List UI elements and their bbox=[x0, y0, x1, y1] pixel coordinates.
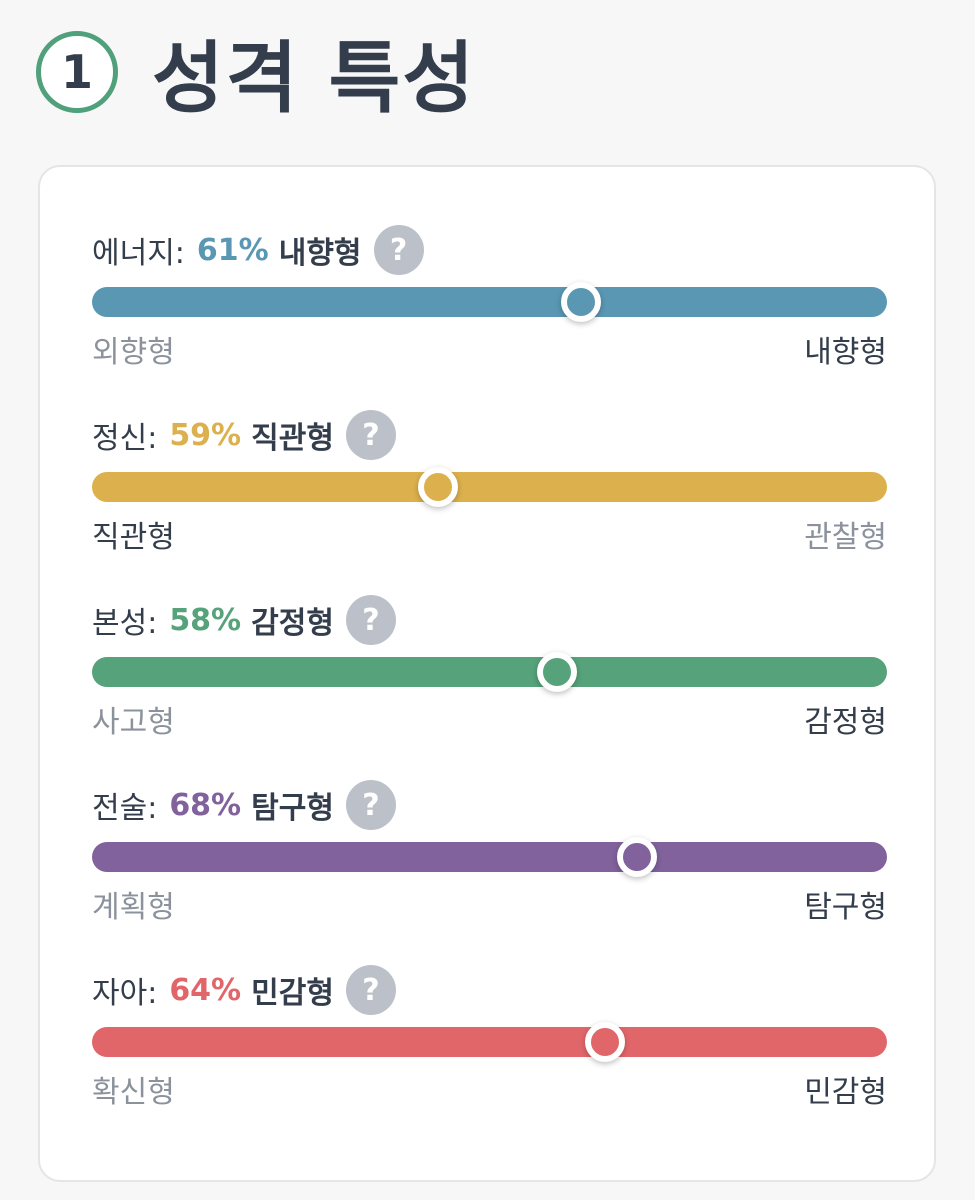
trait-mind: 정신: 59% 직관형 ? 직관형 관찰형 bbox=[92, 409, 887, 559]
trait-right-pole-label: 감정형 bbox=[804, 705, 887, 740]
trait-slider-knob[interactable] bbox=[584, 1022, 625, 1062]
trait-type: 민감형 bbox=[251, 976, 334, 1011]
trait-slider-track bbox=[92, 467, 887, 507]
trait-slider-track bbox=[92, 652, 887, 692]
trait-slider-knob[interactable] bbox=[537, 652, 578, 692]
trait-slider-knob[interactable] bbox=[560, 282, 601, 322]
personality-traits-card: 에너지: 61% 내향형 ? 외향형 내향형 정신: 59% 직관형 ? 직관형… bbox=[38, 165, 936, 1182]
trait-right-pole-label: 관찰형 bbox=[804, 520, 887, 555]
trait-left-pole-label: 외향형 bbox=[92, 335, 175, 370]
section-header: 1 성격 특성 bbox=[36, 24, 476, 124]
trait-right-pole-label: 내향형 bbox=[804, 335, 887, 370]
trait-label: 자아: bbox=[92, 976, 158, 1011]
trait-slider-knob[interactable] bbox=[417, 467, 458, 507]
trait-energy: 에너지: 61% 내향형 ? 외향형 내향형 bbox=[92, 224, 887, 374]
trait-nature: 본성: 58% 감정형 ? 사고형 감정형 bbox=[92, 594, 887, 744]
trait-heading: 전술: 68% 탐구형 ? bbox=[92, 779, 396, 831]
trait-type: 탐구형 bbox=[251, 791, 334, 826]
trait-slider-track bbox=[92, 282, 887, 322]
trait-percent: 61% bbox=[196, 232, 269, 268]
trait-slider-knob[interactable] bbox=[616, 837, 657, 877]
trait-percent: 64% bbox=[169, 972, 242, 1008]
section-title: 성격 특성 bbox=[152, 34, 477, 124]
help-icon[interactable]: ? bbox=[345, 780, 396, 830]
trait-heading: 본성: 58% 감정형 ? bbox=[92, 594, 396, 646]
trait-tactics: 전술: 68% 탐구형 ? 계획형 탐구형 bbox=[92, 779, 887, 929]
trait-right-pole-label: 탐구형 bbox=[804, 890, 887, 925]
trait-left-pole-label: 직관형 bbox=[92, 520, 175, 555]
trait-slider-track bbox=[92, 837, 887, 877]
trait-type: 내향형 bbox=[278, 236, 362, 271]
help-icon[interactable]: ? bbox=[345, 595, 396, 645]
trait-percent: 68% bbox=[169, 787, 242, 823]
trait-heading: 에너지: 61% 내향형 ? bbox=[92, 224, 424, 276]
step-number-badge: 1 bbox=[36, 31, 118, 113]
trait-percent: 58% bbox=[169, 602, 242, 638]
help-icon[interactable]: ? bbox=[345, 965, 396, 1015]
trait-left-pole-label: 계획형 bbox=[92, 890, 175, 925]
trait-label: 정신: bbox=[92, 421, 158, 456]
trait-left-pole-label: 확신형 bbox=[92, 1075, 175, 1110]
help-icon[interactable]: ? bbox=[345, 410, 396, 460]
trait-heading: 자아: 64% 민감형 ? bbox=[92, 964, 396, 1016]
trait-right-pole-label: 민감형 bbox=[804, 1075, 887, 1110]
help-icon[interactable]: ? bbox=[373, 225, 424, 275]
trait-left-pole-label: 사고형 bbox=[92, 705, 175, 740]
trait-identity: 자아: 64% 민감형 ? 확신형 민감형 bbox=[92, 964, 887, 1114]
trait-label: 전술: bbox=[92, 791, 158, 826]
trait-slider-track bbox=[92, 1022, 887, 1062]
trait-type: 감정형 bbox=[251, 606, 334, 641]
trait-label: 에너지: bbox=[92, 236, 185, 271]
trait-label: 본성: bbox=[92, 606, 158, 641]
trait-percent: 59% bbox=[169, 417, 242, 453]
trait-heading: 정신: 59% 직관형 ? bbox=[92, 409, 396, 461]
trait-type: 직관형 bbox=[251, 421, 334, 456]
